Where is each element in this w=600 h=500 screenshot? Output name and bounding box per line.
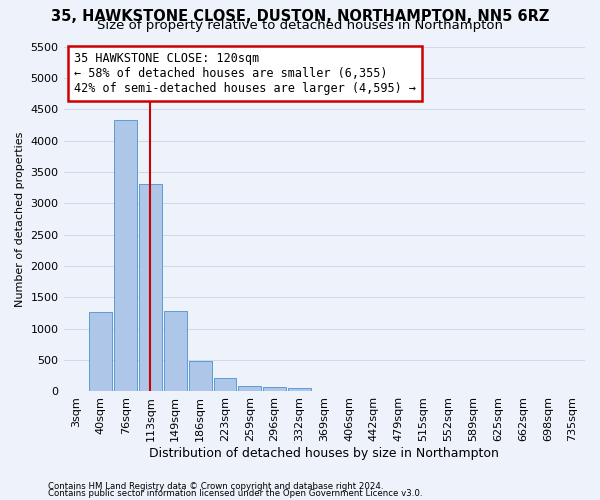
Y-axis label: Number of detached properties: Number of detached properties <box>15 132 25 306</box>
Text: 35 HAWKSTONE CLOSE: 120sqm
← 58% of detached houses are smaller (6,355)
42% of s: 35 HAWKSTONE CLOSE: 120sqm ← 58% of deta… <box>74 52 416 94</box>
Bar <box>263 387 286 392</box>
Bar <box>164 311 187 392</box>
Bar <box>238 386 261 392</box>
Bar <box>89 312 112 392</box>
Text: Contains HM Land Registry data © Crown copyright and database right 2024.: Contains HM Land Registry data © Crown c… <box>48 482 383 491</box>
Bar <box>114 120 137 392</box>
Bar <box>214 378 236 392</box>
Bar <box>188 360 212 392</box>
X-axis label: Distribution of detached houses by size in Northampton: Distribution of detached houses by size … <box>149 447 499 460</box>
Bar <box>288 388 311 392</box>
Text: Size of property relative to detached houses in Northampton: Size of property relative to detached ho… <box>97 19 503 32</box>
Text: 35, HAWKSTONE CLOSE, DUSTON, NORTHAMPTON, NN5 6RZ: 35, HAWKSTONE CLOSE, DUSTON, NORTHAMPTON… <box>51 9 549 24</box>
Text: Contains public sector information licensed under the Open Government Licence v3: Contains public sector information licen… <box>48 488 422 498</box>
Bar <box>139 184 162 392</box>
